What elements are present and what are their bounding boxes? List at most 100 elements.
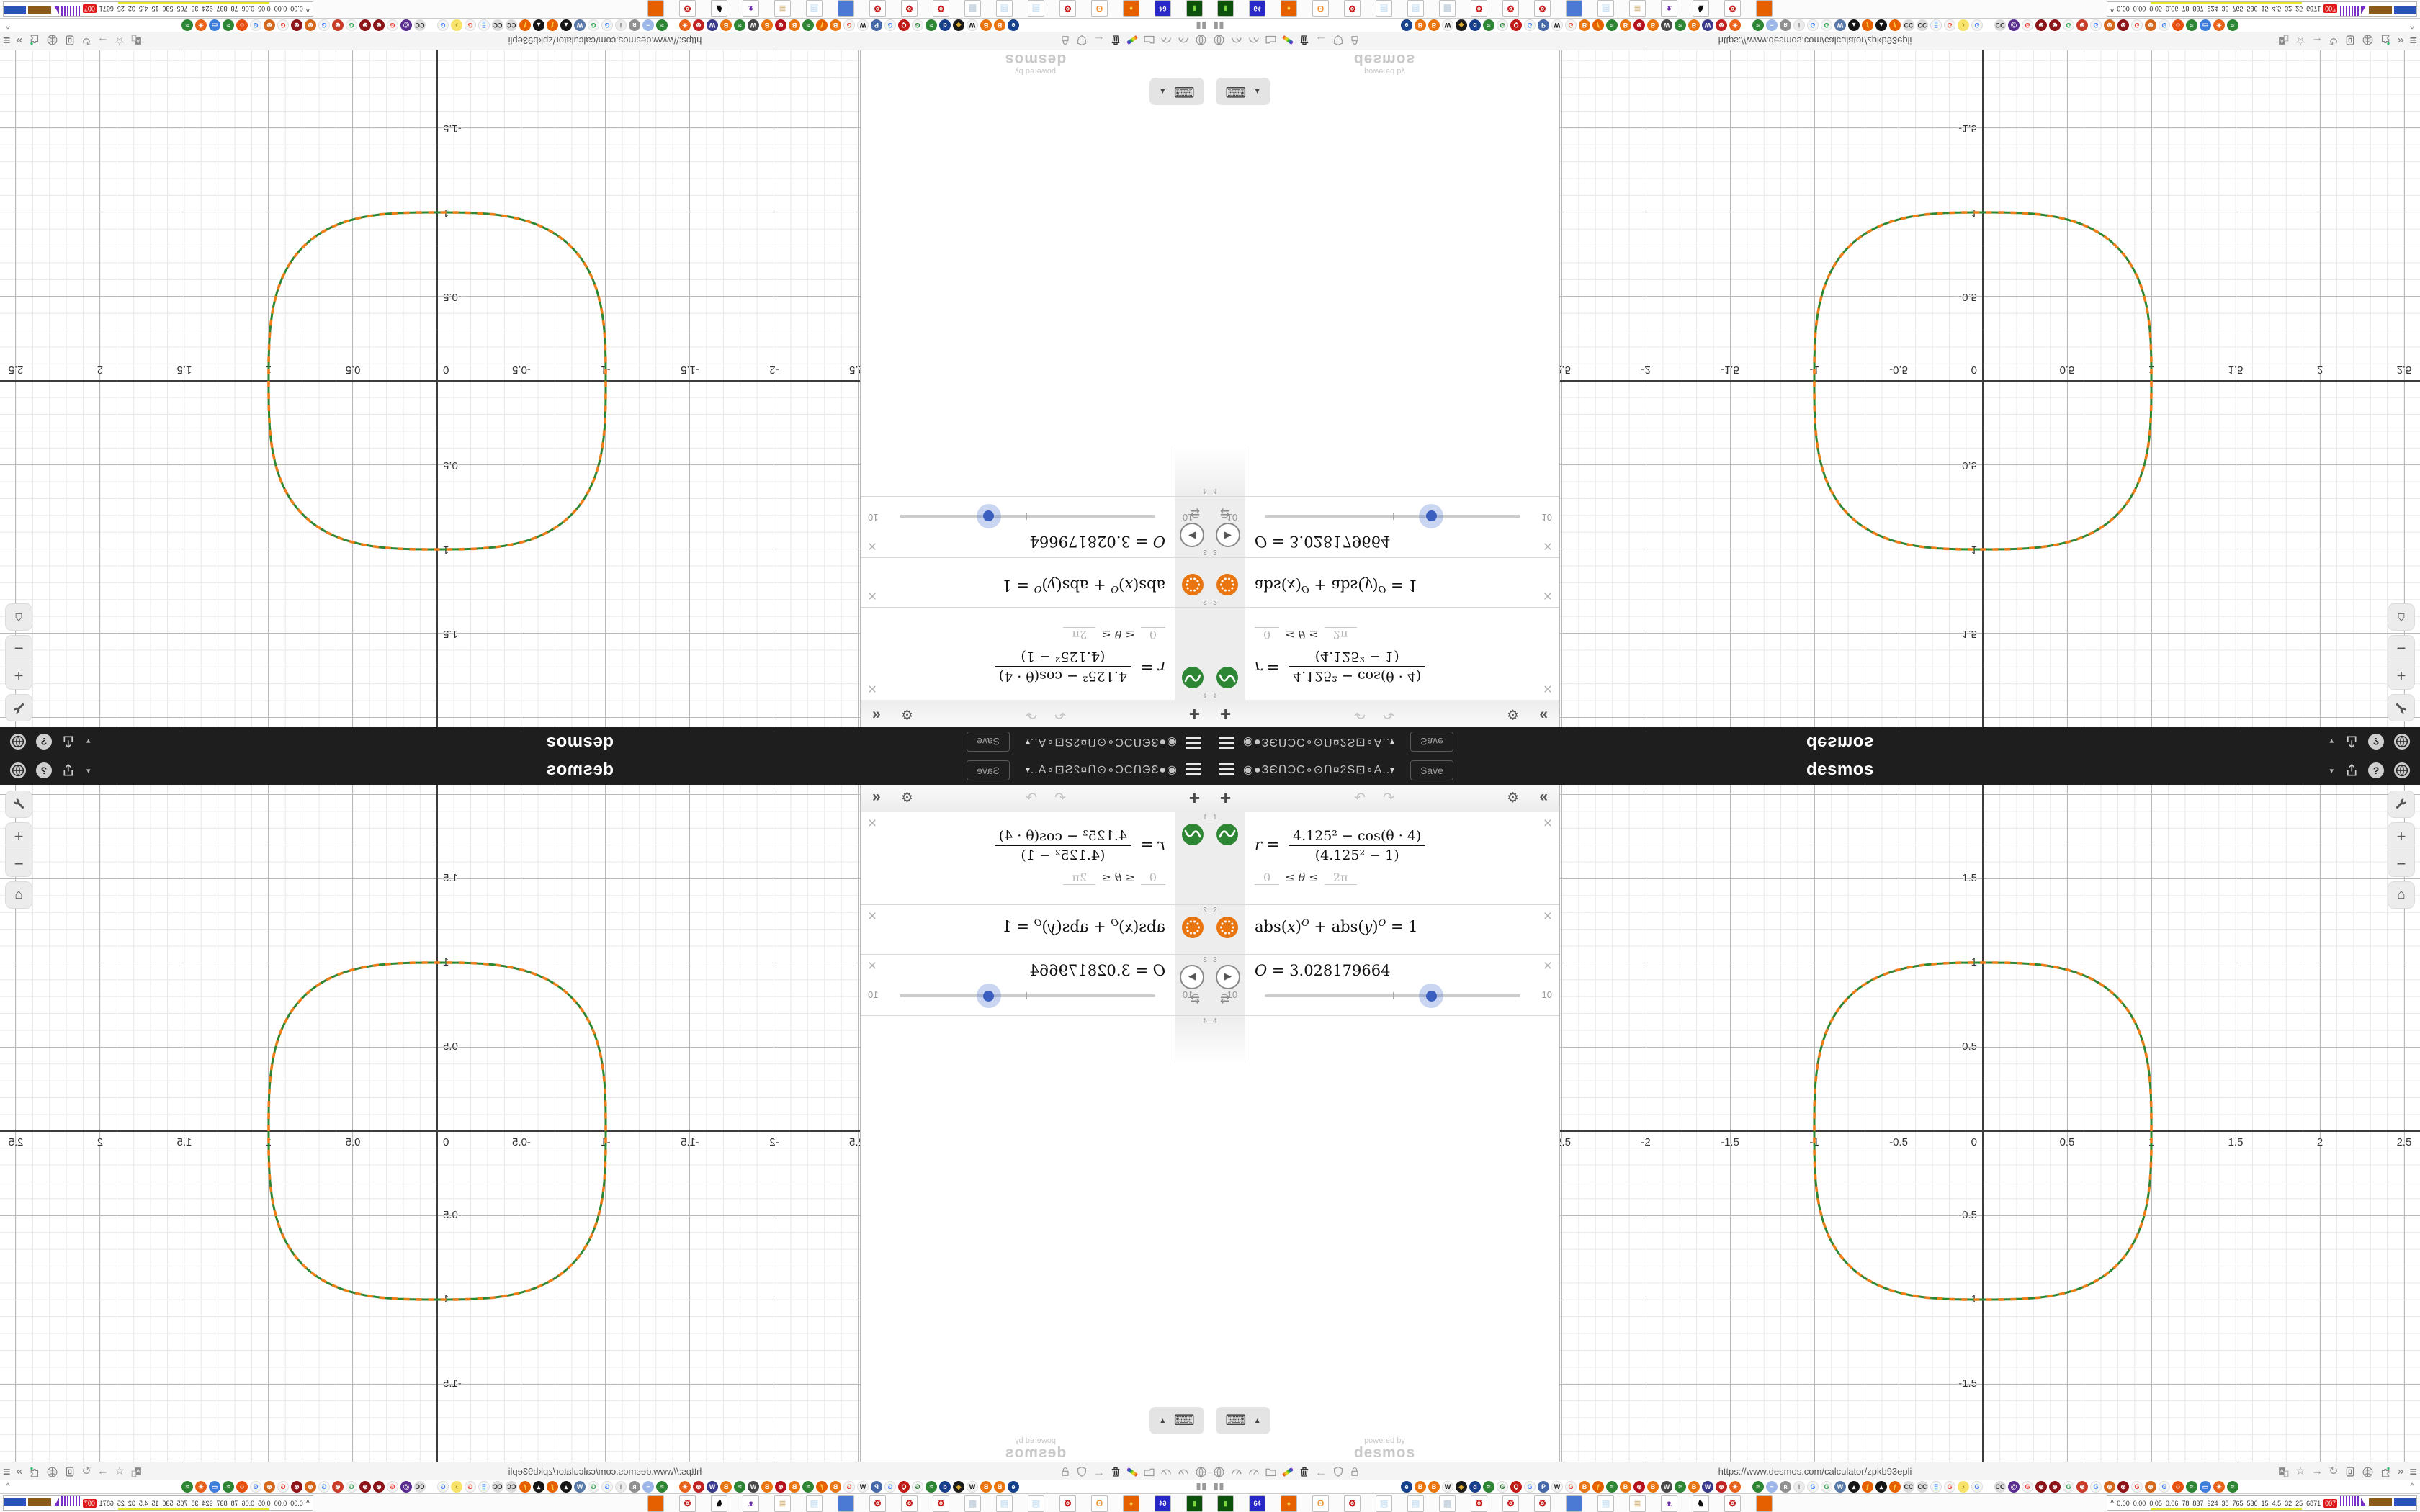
taskbar-app-button[interactable]: ⚙: [1059, 0, 1076, 17]
tab-favicon[interactable]: ♪: [1958, 19, 1969, 31]
reload-icon[interactable]: ↻: [2329, 1465, 2339, 1477]
redo-icon[interactable]: ↷: [1026, 706, 1037, 721]
container-icon[interactable]: [64, 1466, 76, 1477]
gauge-icon[interactable]: [1230, 35, 1242, 47]
taskbar-app-button[interactable]: ▤: [806, 1495, 823, 1512]
tab-favicon[interactable]: G: [2159, 1481, 2170, 1493]
trash-icon[interactable]: [1110, 35, 1121, 46]
tab-favicon[interactable]: W: [574, 19, 586, 31]
edit-list-gear-icon[interactable]: ⚙: [1506, 706, 1519, 721]
tab-favicon[interactable]: ◆: [1456, 1481, 1467, 1493]
taskbar-app-button[interactable]: ●: [1123, 1495, 1139, 1512]
taskbar-app-button[interactable]: ▮: [1186, 0, 1203, 17]
tab-favicon[interactable]: ⊛: [373, 19, 385, 31]
tab-favicon[interactable]: ⊛: [2076, 19, 2088, 31]
graph-settings-wrench-button[interactable]: [2388, 791, 2414, 817]
expression-row-4-empty[interactable]: 4: [1210, 449, 1559, 496]
theta-domain[interactable]: 0≤ θ ≤2π: [1255, 627, 1531, 642]
translate-icon[interactable]: A: [2277, 35, 2290, 47]
delete-expression-icon[interactable]: ×: [868, 588, 877, 604]
green-curve-style-icon[interactable]: [1182, 824, 1204, 845]
tab-favicon[interactable]: B: [789, 19, 800, 31]
overflow-chevrons-icon[interactable]: »: [2397, 1465, 2404, 1477]
tab-favicon[interactable]: B: [1688, 19, 1700, 31]
expression-row-2[interactable]: 2 abs(x)O + abs(y)O = 1 ×: [861, 905, 1210, 955]
tab-favicon[interactable]: ⊛: [2104, 19, 2115, 31]
taskbar-app-button[interactable]: ●: [1756, 0, 1773, 17]
bookmark-star-icon[interactable]: ☆: [2295, 1465, 2306, 1477]
graph-settings-wrench-button[interactable]: [2388, 695, 2414, 721]
tab-favicon[interactable]: ⊛: [1634, 1481, 1645, 1493]
trash-icon[interactable]: [1110, 1466, 1121, 1477]
tab-favicon[interactable]: W: [1442, 19, 1453, 31]
expression-row-1[interactable]: 1 r = 4.125² − cos(θ · 4)(4.125² − 1) 0≤…: [1210, 812, 1559, 905]
taskbar-app-button[interactable]: ⚙: [1724, 1495, 1741, 1512]
pause-icon[interactable]: ▮▮: [1195, 21, 1206, 31]
taskbar-app-button[interactable]: ♞: [1693, 0, 1709, 17]
language-dropdown-icon[interactable]: ▾: [2329, 737, 2334, 746]
tab-favicon[interactable]: ☺: [236, 19, 248, 31]
theta-domain[interactable]: 0≤ θ ≤2π: [889, 870, 1165, 885]
share-icon[interactable]: [62, 763, 76, 778]
tab-favicon[interactable]: B: [1688, 1481, 1700, 1493]
tab-favicon[interactable]: G: [318, 1481, 330, 1493]
tab-favicon[interactable]: CC: [1917, 1481, 1928, 1493]
taskbar-app-button[interactable]: ●: [647, 0, 664, 17]
tab-favicon[interactable]: e: [1008, 1481, 1019, 1493]
back-arrow-icon[interactable]: ←: [1315, 33, 1327, 48]
tab-favicon[interactable]: G: [588, 19, 599, 31]
open-graph-menu-icon[interactable]: [1219, 736, 1234, 749]
globe-icon[interactable]: [1195, 1466, 1207, 1478]
taskbar-app-button[interactable]: 64: [1249, 1495, 1265, 1512]
tab-favicon[interactable]: G: [2022, 1481, 2033, 1493]
forward-arrow-icon[interactable]: →: [2311, 1465, 2323, 1477]
translate-icon[interactable]: A: [130, 35, 143, 47]
pin-icon[interactable]: [1126, 35, 1138, 45]
tab-favicon[interactable]: ≈: [802, 19, 814, 31]
taskbar-app-button[interactable]: ●: [1281, 0, 1297, 17]
trash-icon[interactable]: [1299, 1466, 1310, 1477]
taskbar-app-button[interactable]: ᴥ: [1661, 0, 1677, 17]
save-button[interactable]: Save: [1410, 760, 1453, 780]
tab-favicon[interactable]: ⊛: [2076, 1481, 2088, 1493]
pause-icon[interactable]: ▮▮: [1214, 21, 1225, 31]
tab-favicon[interactable]: G: [1944, 19, 1955, 31]
tab-favicon[interactable]: G: [1497, 19, 1508, 31]
tab-favicon[interactable]: ≈: [1483, 1481, 1494, 1493]
taskbar-app-button[interactable]: ●: [647, 1495, 664, 1512]
tab-favicon[interactable]: W: [1834, 1481, 1846, 1493]
reload-icon[interactable]: ↻: [2329, 35, 2339, 47]
taskbar-app-button[interactable]: ▮: [1217, 1495, 1234, 1512]
globe-account-icon[interactable]: [10, 762, 26, 778]
tab-favicon[interactable]: ⊛: [332, 1481, 344, 1493]
slider-min-label[interactable]: −10: [1182, 512, 1198, 523]
keyboard-toggle-button[interactable]: ⌨ ▲: [1216, 1407, 1270, 1434]
tab-favicon[interactable]: ⊛: [264, 19, 275, 31]
tab-favicon[interactable]: W: [1702, 1481, 1713, 1493]
tab-favicon[interactable]: ≈: [734, 1481, 745, 1493]
tab-favicon[interactable]: G: [2063, 19, 2074, 31]
slider[interactable]: −10 10: [1222, 504, 1552, 528]
tabstrip-collapse-icon[interactable]: ^: [2410, 21, 2414, 31]
tab-favicon[interactable]: G: [588, 1481, 599, 1493]
tab-favicon[interactable]: e: [1401, 19, 1412, 31]
lock-icon[interactable]: [1059, 1466, 1071, 1477]
tab-favicon[interactable]: ≈: [182, 19, 193, 31]
tab-favicon[interactable]: W: [857, 1481, 869, 1493]
help-icon[interactable]: ?: [2368, 734, 2384, 750]
pin-icon[interactable]: [1126, 1467, 1138, 1477]
save-button[interactable]: Save: [1410, 732, 1453, 752]
slider[interactable]: −10 10: [868, 984, 1198, 1008]
taskbar-app-button[interactable]: ⚙: [1724, 0, 1741, 17]
tab-favicon[interactable]: W: [1442, 1481, 1453, 1493]
tab-favicon[interactable]: ~: [642, 19, 654, 31]
title-dropdown-icon[interactable]: ▾: [1025, 737, 1030, 747]
tab-favicon[interactable]: B: [761, 19, 773, 31]
tab-favicon[interactable]: ♪: [451, 19, 462, 31]
undo-icon[interactable]: ↶: [1354, 706, 1366, 721]
tab-favicon[interactable]: P: [1538, 19, 1549, 31]
tab-favicon[interactable]: ƒ: [816, 19, 828, 31]
redo-icon[interactable]: ↷: [1026, 791, 1037, 806]
taskbar-app-button[interactable]: ●: [1123, 0, 1139, 17]
tab-favicon[interactable]: ƒ: [519, 19, 531, 31]
